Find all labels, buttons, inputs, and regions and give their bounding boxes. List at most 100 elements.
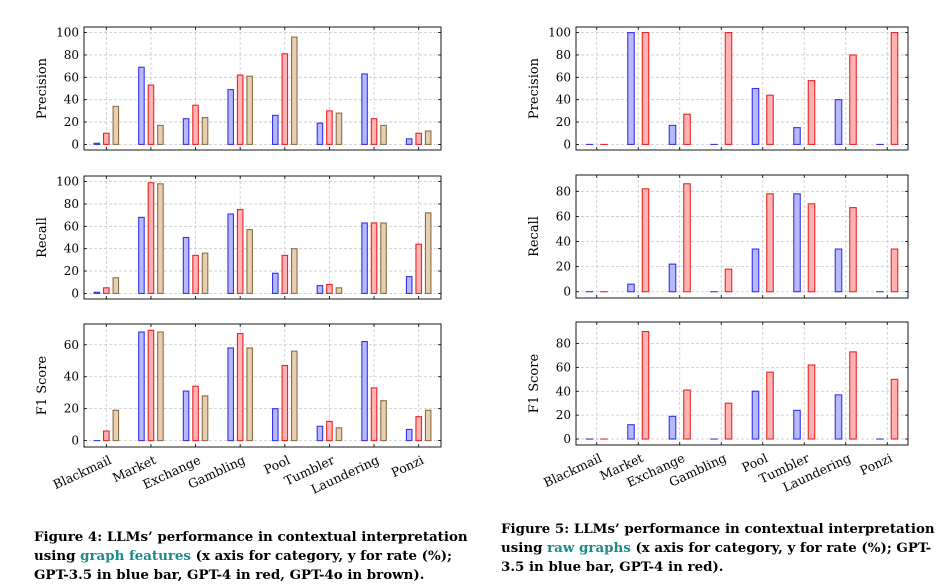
bar-blue-pool xyxy=(272,114,279,145)
bar-red-market xyxy=(641,32,650,145)
bar-red-laundering xyxy=(849,207,857,293)
bar-red-laundering xyxy=(370,387,378,442)
bar-blue-exchange xyxy=(182,236,190,294)
bar-red-pool xyxy=(766,193,774,293)
bar-blue-exchange xyxy=(668,124,677,145)
bar-blue-pool xyxy=(272,272,279,294)
bar-red-pool xyxy=(281,53,289,145)
y-tick-label: 20 xyxy=(64,115,79,129)
bar-red-laundering xyxy=(849,54,857,145)
bar-red-pool xyxy=(281,364,289,442)
bar-blue-market xyxy=(138,331,145,442)
y-tick-label: 60 xyxy=(556,70,571,84)
bar-brown-laundering xyxy=(380,124,387,145)
bar-red-pool xyxy=(281,254,289,294)
y-tick-label: 20 xyxy=(556,115,571,129)
bar-red-ponzi xyxy=(415,416,422,442)
y-tick-label: 20 xyxy=(556,260,571,274)
y-tick-label: 60 xyxy=(64,219,79,233)
y-tick-label: 80 xyxy=(64,48,79,62)
y-axis-label: Precision xyxy=(527,57,542,119)
bar-brown-tumbler xyxy=(335,427,343,442)
bar-blue-ponzi xyxy=(405,428,413,442)
bar-red-tumbler xyxy=(326,110,333,145)
bar-brown-pool xyxy=(291,248,298,294)
bar-blue-exchange xyxy=(182,118,190,145)
bar-blue-gambling xyxy=(227,89,234,145)
bar-red-gambling xyxy=(724,32,733,145)
bar-brown-gambling xyxy=(246,347,253,442)
bar-blue-laundering xyxy=(361,222,368,294)
plot-frame xyxy=(83,26,442,151)
y-tick-label: 0 xyxy=(71,286,79,300)
bar-red-gambling xyxy=(236,208,244,294)
bar-brown-ponzi xyxy=(424,409,432,442)
bar-red-gambling xyxy=(724,268,733,293)
bar-brown-gambling xyxy=(246,75,253,145)
y-tick-label: 80 xyxy=(556,336,571,350)
y-tick-label: 40 xyxy=(64,242,79,256)
bar-blue-blackmail xyxy=(93,291,101,294)
plot-fig4-recall: 0 20 40 60 80 100 Recall xyxy=(35,175,442,300)
y-tick-label: 40 xyxy=(64,370,79,384)
y-tick-label: 100 xyxy=(548,26,571,40)
caption-text: (x axis for category, y for rate (%); GP… xyxy=(34,548,452,583)
plot-frame xyxy=(83,175,442,300)
bar-brown-tumbler xyxy=(335,112,343,145)
bar-red-tumbler xyxy=(807,80,816,145)
y-tick-label: 80 xyxy=(556,48,571,62)
bar-red-ponzi xyxy=(890,378,899,440)
caption-text: Figure 4: LLMs’ performance in contextua… xyxy=(34,529,468,564)
bar-red-tumbler xyxy=(326,420,333,442)
bar-brown-laundering xyxy=(380,400,387,442)
y-axis-label: Recall xyxy=(35,217,50,258)
plot-frame xyxy=(575,26,909,151)
y-tick-label: 60 xyxy=(64,338,79,352)
y-axis-label: Recall xyxy=(527,216,542,257)
caption-highlight-link[interactable]: raw graphs xyxy=(547,540,631,556)
bar-brown-exchange xyxy=(201,252,209,294)
bar-blue-laundering xyxy=(361,341,368,442)
category-label: Ponzi xyxy=(389,452,426,480)
bar-blue-laundering xyxy=(361,73,368,145)
bar-blue-laundering xyxy=(834,394,843,440)
bar-brown-pool xyxy=(291,350,298,442)
bar-red-laundering xyxy=(849,351,857,440)
bar-blue-tumbler xyxy=(316,122,324,145)
y-tick-label: 80 xyxy=(64,197,79,211)
bar-blue-tumbler xyxy=(316,285,324,294)
bar-blue-market xyxy=(627,424,635,440)
bar-red-gambling xyxy=(236,74,244,145)
y-tick-label: 0 xyxy=(71,137,79,151)
bar-red-exchange xyxy=(683,183,691,293)
y-tick-label: 0 xyxy=(563,137,571,151)
y-tick-label: 100 xyxy=(56,26,79,40)
bar-brown-market xyxy=(157,124,164,145)
bar-brown-blackmail xyxy=(112,409,120,442)
bar-brown-tumbler xyxy=(335,287,343,294)
y-tick-label: 40 xyxy=(64,93,79,107)
bar-blue-tumbler xyxy=(793,409,801,440)
bar-red-tumbler xyxy=(326,283,333,294)
category-label: Blackmail xyxy=(541,450,604,490)
figure-4-caption: Figure 4: LLMs’ performance in contextua… xyxy=(34,528,474,585)
y-axis-label: Precision xyxy=(35,57,50,119)
plot-fig5-precision: 0 20 40 60 80 100 Precision xyxy=(527,26,909,151)
bar-red-tumbler xyxy=(807,203,816,293)
bar-blue-exchange xyxy=(668,263,677,293)
bar-red-market xyxy=(147,84,155,145)
bar-red-exchange xyxy=(192,254,199,294)
y-tick-label: 0 xyxy=(563,285,571,299)
caption-text: Figure 5: LLMs’ performance in contextua… xyxy=(501,521,935,556)
bar-brown-blackmail xyxy=(112,277,120,294)
bar-red-tumbler xyxy=(807,364,816,440)
bar-red-exchange xyxy=(192,104,199,145)
bar-brown-gambling xyxy=(246,229,253,294)
y-axis-label: F1 Score xyxy=(527,354,542,414)
bar-red-ponzi xyxy=(415,132,422,145)
bar-red-blackmail xyxy=(103,430,110,442)
bar-blue-market xyxy=(627,32,635,145)
plot-frame xyxy=(83,323,442,448)
caption-highlight-link[interactable]: graph features xyxy=(80,548,191,564)
